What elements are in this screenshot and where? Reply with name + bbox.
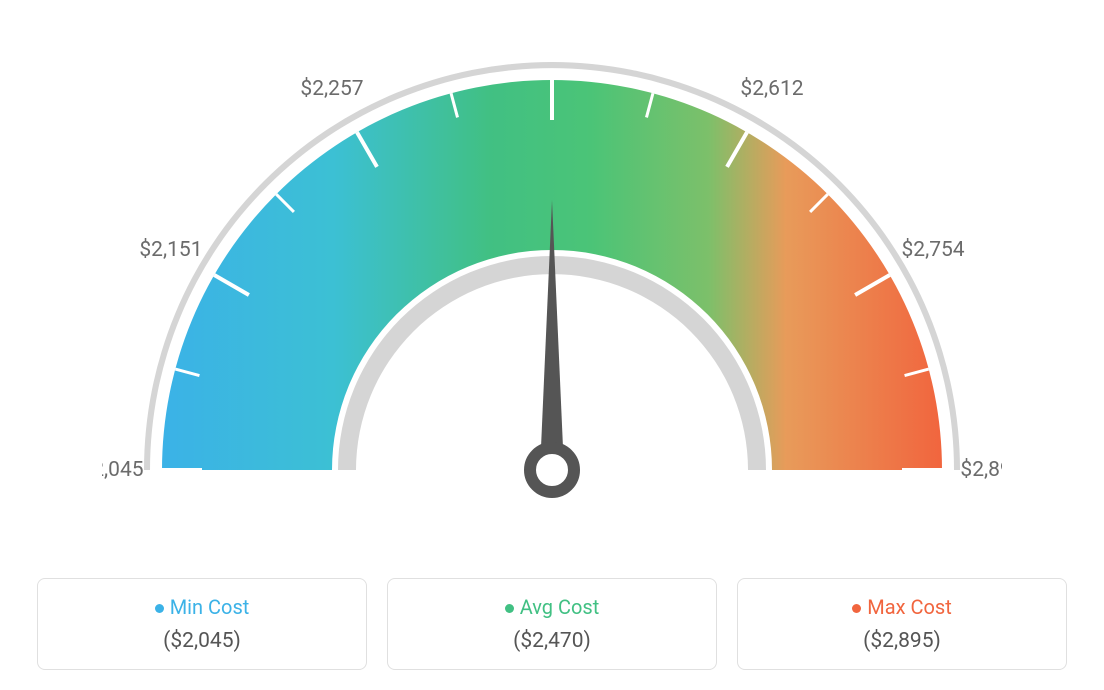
legend-card-min: Min Cost ($2,045) bbox=[37, 578, 367, 670]
legend-title-avg: Avg Cost bbox=[388, 595, 716, 619]
legend: Min Cost ($2,045) Avg Cost ($2,470) Max … bbox=[37, 578, 1067, 670]
cost-gauge: $2,045 $2,151 $2,257 $2,470 $2,612 $2,754 $2,8… bbox=[102, 40, 1002, 520]
tick-label: $2,470 bbox=[520, 40, 583, 42]
needle-hub bbox=[530, 448, 574, 492]
legend-card-avg: Avg Cost ($2,470) bbox=[387, 578, 717, 670]
gauge-svg: $2,045 $2,151 $2,257 $2,470 $2,612 $2,754 $2,8… bbox=[102, 40, 1002, 520]
legend-title-text: Avg Cost bbox=[520, 595, 600, 619]
legend-card-max: Max Cost ($2,895) bbox=[737, 578, 1067, 670]
tick-label: $2,895 bbox=[960, 458, 1002, 482]
dot-icon bbox=[155, 604, 164, 613]
legend-value-max: ($2,895) bbox=[738, 629, 1066, 653]
tick-label: $2,257 bbox=[300, 77, 363, 101]
tick-label: $2,045 bbox=[102, 458, 144, 482]
dot-icon bbox=[852, 604, 861, 613]
legend-value-avg: ($2,470) bbox=[388, 629, 716, 653]
tick-label: $2,754 bbox=[901, 238, 964, 262]
legend-title-max: Max Cost bbox=[738, 595, 1066, 619]
legend-value-min: ($2,045) bbox=[38, 629, 366, 653]
dot-icon bbox=[505, 604, 514, 613]
legend-title-text: Max Cost bbox=[867, 595, 952, 619]
tick-label: $2,151 bbox=[139, 238, 202, 262]
legend-title-min: Min Cost bbox=[38, 595, 366, 619]
tick-label: $2,612 bbox=[740, 77, 803, 101]
legend-title-text: Min Cost bbox=[170, 595, 250, 619]
